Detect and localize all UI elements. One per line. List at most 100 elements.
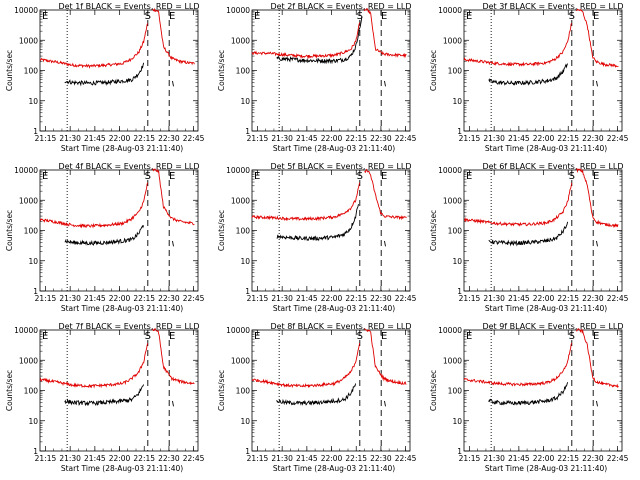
- y-tick-label: 100: [236, 387, 251, 396]
- x-tick-label: 22:30: [370, 454, 392, 463]
- events-series-line: [64, 384, 145, 407]
- y-tick-label: 100: [448, 387, 463, 396]
- y-tick-label: 1000: [19, 36, 38, 45]
- x-tick-label: 22:00: [109, 294, 131, 303]
- x-tick-label: 22:00: [321, 454, 343, 463]
- end-marker-label: E: [169, 11, 175, 22]
- x-tick-label: 22:15: [557, 134, 579, 143]
- lld-series-line: [463, 328, 619, 389]
- events-tail-segment: [172, 80, 174, 87]
- events-tail-segment: [596, 400, 598, 407]
- left-marker-label: E: [466, 171, 472, 182]
- y-tick-label: 1: [457, 447, 462, 456]
- lld-series-line: [463, 8, 619, 68]
- plot-frame: [463, 329, 623, 452]
- left-marker-label: E: [42, 331, 48, 342]
- left-marker-label: E: [42, 171, 48, 182]
- panel-title: Det 7f BLACK = Events, RED = LLD: [58, 322, 199, 331]
- y-tick-label: 10: [28, 417, 38, 426]
- lld-series-line: [464, 168, 619, 229]
- x-tick-label: 22:30: [582, 134, 604, 143]
- x-tick-label: 21:30: [483, 134, 505, 143]
- x-tick-label: 21:15: [35, 134, 57, 143]
- panel-det-5: Det 5f BLACK = Events, RED = LLD 1 10 100 10…: [217, 162, 417, 313]
- panel-title: Det 2f BLACK = Events, RED = LLD: [270, 2, 411, 11]
- x-tick-label: 21:30: [271, 454, 293, 463]
- x-tick-label: 21:30: [483, 454, 505, 463]
- end-marker-label: E: [169, 171, 175, 182]
- events-tail-segment: [384, 80, 386, 87]
- x-tick-label: 21:15: [35, 454, 57, 463]
- y-tick-label: 10: [28, 257, 38, 266]
- y-tick-label: 10000: [438, 326, 462, 335]
- y-tick-label: 1: [457, 127, 462, 136]
- y-tick-label: 100: [236, 67, 251, 76]
- x-tick-label: 22:15: [345, 134, 367, 143]
- end-marker-label: E: [381, 331, 387, 342]
- panel-title: Det 9f BLACK = Events, RED = LLD: [482, 322, 623, 331]
- x-tick-label: 22:15: [133, 134, 155, 143]
- panel-title: Det 3f BLACK = Events, RED = LLD: [482, 2, 623, 11]
- x-tick-label: 22:30: [158, 454, 180, 463]
- x-tick-label: 21:30: [59, 454, 81, 463]
- panel-title: Det 8f BLACK = Events, RED = LLD: [270, 322, 411, 331]
- events-series-line: [64, 224, 145, 246]
- start-marker-label: S: [357, 171, 363, 182]
- x-axis-label: Start Time (28-Aug-03 21:11:40): [61, 464, 183, 473]
- x-tick-label: 21:45: [296, 134, 318, 143]
- start-marker-label: S: [569, 331, 575, 342]
- x-tick-label: 22:45: [395, 294, 417, 303]
- y-axis-label: Counts/sec: [217, 210, 226, 251]
- x-tick-label: 21:15: [247, 454, 269, 463]
- x-axis-label: Start Time (28-Aug-03 21:11:40): [61, 304, 183, 313]
- events-tail-segment: [384, 240, 386, 247]
- plot-frame: [463, 169, 623, 292]
- panel-det-1: Det 1f BLACK = Events, RED = LLD 1 10 100 10…: [5, 2, 205, 153]
- x-tick-label: 21:15: [247, 134, 269, 143]
- left-marker-label: E: [254, 331, 260, 342]
- plot-frame: [39, 329, 199, 452]
- lld-series-line: [39, 168, 195, 229]
- left-marker-label: E: [466, 331, 472, 342]
- x-tick-label: 22:15: [133, 454, 155, 463]
- x-tick-label: 22:30: [582, 454, 604, 463]
- x-tick-label: 22:00: [321, 294, 343, 303]
- events-series-line: [276, 16, 363, 65]
- end-marker-label: E: [593, 331, 599, 342]
- y-tick-label: 10000: [438, 166, 462, 175]
- panel-det-6: Det 6f BLACK = Events, RED = LLD 1 10 100 10…: [429, 162, 629, 313]
- x-tick-label: 22:15: [345, 454, 367, 463]
- y-tick-label: 100: [24, 387, 39, 396]
- x-tick-label: 22:00: [109, 134, 131, 143]
- y-tick-label: 10000: [14, 6, 38, 15]
- y-tick-label: 10000: [226, 6, 250, 15]
- events-series-line: [488, 221, 569, 247]
- x-tick-label: 21:30: [271, 134, 293, 143]
- lld-series-line: [251, 8, 407, 59]
- x-tick-label: 21:45: [296, 294, 318, 303]
- y-tick-label: 10000: [14, 166, 38, 175]
- lld-series-line: [39, 7, 195, 69]
- start-marker-label: S: [145, 171, 151, 182]
- events-series-line: [276, 383, 357, 406]
- events-series-line: [488, 382, 569, 406]
- y-tick-label: 1000: [231, 196, 250, 205]
- panel-det-7: Det 7f BLACK = Events, RED = LLD 1 10 100 10…: [5, 322, 205, 473]
- x-tick-label: 22:15: [557, 294, 579, 303]
- x-tick-label: 21:45: [84, 454, 106, 463]
- x-axis-label: Start Time (28-Aug-03 21:11:40): [273, 304, 395, 313]
- y-tick-label: 10: [240, 417, 250, 426]
- x-tick-label: 22:15: [133, 294, 155, 303]
- events-series-line: [488, 63, 569, 86]
- y-axis-label: Counts/sec: [429, 210, 438, 251]
- y-tick-label: 10000: [226, 166, 250, 175]
- y-tick-label: 1: [33, 127, 38, 136]
- y-axis-label: Counts/sec: [217, 50, 226, 91]
- y-tick-label: 10: [452, 417, 462, 426]
- y-tick-label: 100: [448, 67, 463, 76]
- lld-series-line: [251, 328, 407, 389]
- x-tick-label: 22:00: [533, 134, 555, 143]
- panel-title: Det 4f BLACK = Events, RED = LLD: [58, 162, 199, 171]
- x-tick-label: 21:30: [483, 294, 505, 303]
- x-axis-label: Start Time (28-Aug-03 21:11:40): [61, 144, 183, 153]
